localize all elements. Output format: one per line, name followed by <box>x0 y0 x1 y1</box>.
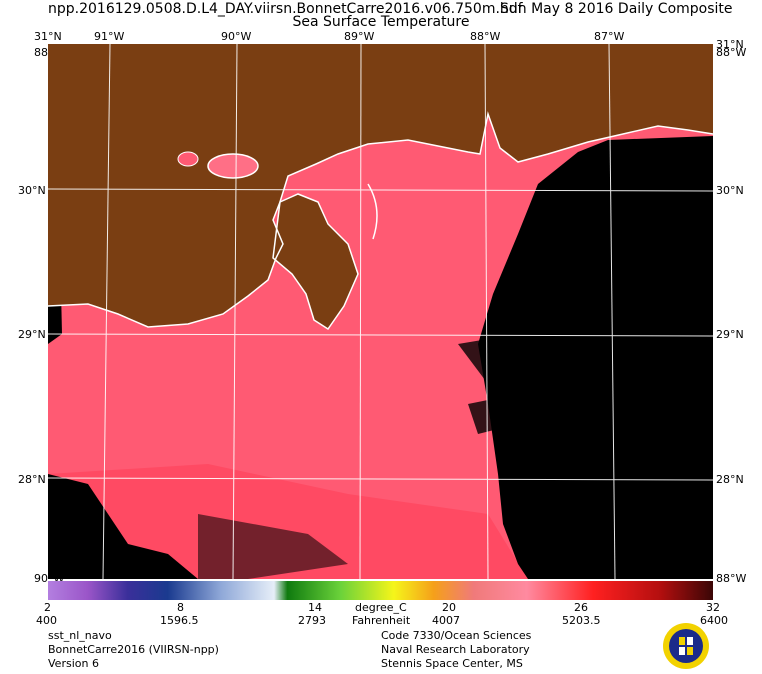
no-data-streaks <box>458 334 528 434</box>
org-name: Naval Research Laboratory <box>381 643 530 656</box>
no-data-southwest <box>48 474 198 579</box>
lat-label-28n-right: 28°N <box>716 473 744 486</box>
cb-tick-c-4: 26 <box>574 601 588 614</box>
lake-maurepas <box>177 151 199 167</box>
cb-tick-f-2: 2793 <box>298 614 326 627</box>
product-name: sst_nl_navo <box>48 629 112 642</box>
corner-label-right-side: 88°W <box>716 46 747 59</box>
cb-tick-c-1: 8 <box>177 601 184 614</box>
version-label: Version 6 <box>48 657 99 670</box>
cb-tick-f-0: 400 <box>36 614 57 627</box>
lat-label-28n-left: 28°N <box>18 473 46 486</box>
org-code: Code 7330/Ocean Sciences <box>381 629 532 642</box>
corner-label-top-right: 31°N <box>716 38 744 51</box>
lake-pontchartrain <box>207 153 259 179</box>
cb-tick-f-1: 1596.5 <box>160 614 199 627</box>
sst-map[interactable] <box>48 44 713 579</box>
lat-lon-grid <box>48 44 713 579</box>
no-data-south-speckle <box>198 514 348 579</box>
chandeleur-islands <box>367 183 378 240</box>
map-subtitle: Sea Surface Temperature <box>292 14 470 30</box>
warm-water-south <box>48 464 528 579</box>
lat-label-29n-left: 29°N <box>18 328 46 341</box>
sst-colorbar <box>48 581 713 600</box>
nrl-seal-logo <box>663 623 709 669</box>
cb-tick-f-3: 4007 <box>432 614 460 627</box>
lat-label-29n-right: 29°N <box>716 328 744 341</box>
lon-label-89w: 89°W <box>344 30 375 43</box>
corner-label-bottom-right: 88°W <box>716 572 747 585</box>
land-mass <box>48 44 713 327</box>
cb-tick-c-0: 2 <box>44 601 51 614</box>
lat-label-30n-right: 30°N <box>716 184 744 197</box>
cb-unit-fahrenheit: Fahrenheit <box>352 614 411 627</box>
no-data-region-east <box>478 136 713 579</box>
cb-tick-f-4: 5203.5 <box>562 614 601 627</box>
cb-tick-c-2: 14 <box>308 601 322 614</box>
mississippi-delta <box>272 193 359 331</box>
lon-label-90w: 90°W <box>221 30 252 43</box>
cb-unit-celsius: degree_C <box>355 601 407 614</box>
lon-label-87w: 87°W <box>594 30 625 43</box>
lon-label-91w: 91°W <box>94 30 125 43</box>
cb-tick-f-5: 6400 <box>700 614 728 627</box>
corner-label-top-left: 31°N <box>34 30 62 43</box>
composite-date-title: Sun May 8 2016 Daily Composite <box>500 1 733 17</box>
lat-label-30n-left: 30°N <box>18 184 46 197</box>
coastline <box>48 111 713 328</box>
cb-tick-c-3: 20 <box>442 601 456 614</box>
dataset-name: BonnetCarre2016 (VIIRSN-npp) <box>48 643 219 656</box>
org-location: Stennis Space Center, MS <box>381 657 523 670</box>
lon-label-88w: 88°W <box>470 30 501 43</box>
file-name-title: npp.2016129.0508.D.L4_DAY.viirsn.BonnetC… <box>48 1 523 17</box>
cb-tick-c-5: 32 <box>706 601 720 614</box>
